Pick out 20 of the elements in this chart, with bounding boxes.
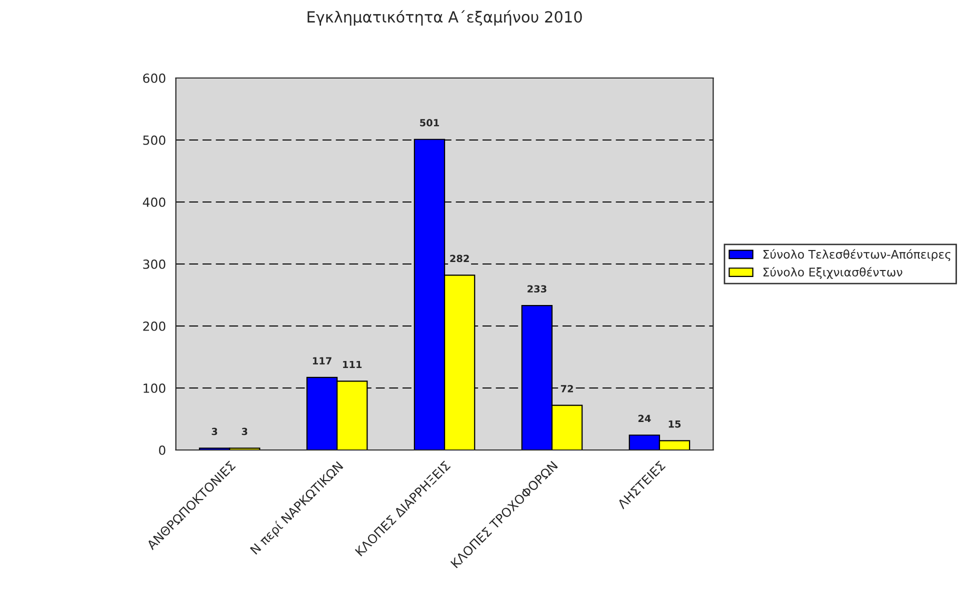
y-tick-label: 200 — [143, 321, 166, 331]
data-label: 3 — [242, 428, 248, 436]
y-tick-label: 500 — [143, 135, 166, 145]
legend-label: Σύνολο Τελεσθέντων-Απόπειρες — [763, 249, 950, 262]
data-label: 117 — [312, 357, 332, 364]
y-tick-label: 300 — [143, 259, 166, 269]
chart-title: Εγκληματικότητα Α΄εξαμήνου 2010 — [308, 10, 582, 26]
data-label: 72 — [560, 385, 573, 392]
data-label: 282 — [450, 254, 469, 262]
y-tick-label: 400 — [142, 197, 166, 207]
data-label: 233 — [528, 285, 546, 293]
data-label: 15 — [668, 420, 681, 428]
data-label: 501 — [420, 119, 439, 126]
y-tick-label: 600 — [143, 73, 166, 83]
y-tick-label: 100 — [144, 383, 166, 393]
data-label: 24 — [638, 414, 651, 422]
data-label: 3 — [212, 428, 218, 436]
legend-label: Σύνολο Εξιχνιασθέντων — [763, 266, 902, 279]
data-label: 111 — [343, 360, 362, 368]
y-tick-label: 0 — [159, 445, 166, 455]
